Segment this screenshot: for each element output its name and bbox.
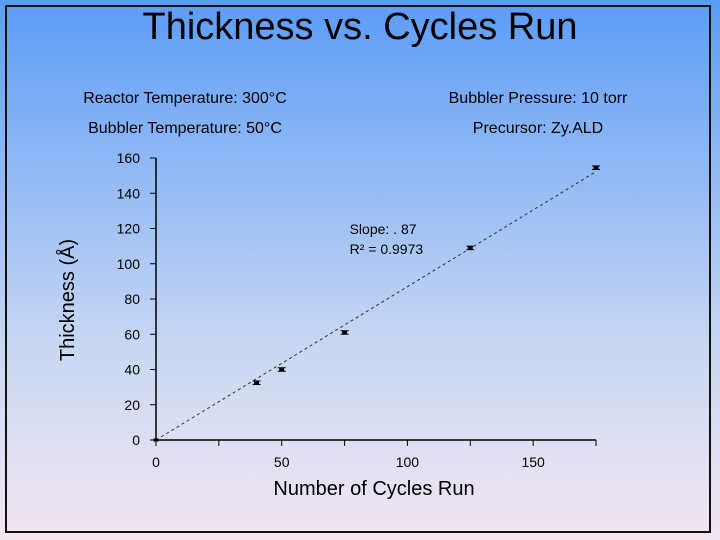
bubbler-temperature: Bubbler Temperature: 50°C [88,120,282,137]
slide-title: Thickness vs. Cycles Run [142,6,578,48]
chart-ticks: 0 20 40 60 80 100 120 140 160 0 50 100 150 [117,150,597,470]
x-tick-label: 150 [521,454,545,470]
bubbler-info: Bubbler Pressure: 10 torr Precursor: Zy.… [418,84,658,144]
y-tick-label: 140 [117,185,141,201]
reactor-info: Reactor Temperature: 300°C Bubbler Tempe… [60,84,310,144]
point-marker [279,368,285,371]
x-tick-label: 50 [274,454,290,470]
r-squared-annotation: R² = 0.9973 [350,241,424,257]
slope-annotation: Slope: . 87 [350,221,417,237]
chart-labels: Slope: . 87 R² = 0.9973 Number of Cycles R… [56,221,475,500]
data-point [340,330,349,335]
point-marker [593,166,599,170]
data-point [153,438,159,442]
trendline [155,171,597,441]
point-marker [153,438,159,442]
data-point [592,165,600,170]
reactor-temperature: Reactor Temperature: 300°C [83,90,287,107]
y-tick-label: 0 [132,432,140,448]
trendline-group [155,171,597,441]
x-tick-label: 0 [152,454,160,470]
chart-axes [155,158,596,441]
y-tick-label: 160 [117,150,141,166]
x-tick-label: 100 [396,454,420,470]
y-tick-label: 40 [124,362,140,378]
x-axis-title: Number of Cycles Run [273,478,474,500]
point-marker [467,246,473,250]
y-tick-label: 60 [124,326,140,342]
y-axis-title: Thickness (Å) [56,239,79,361]
precursor: Precursor: Zy.ALD [472,120,604,137]
data-point [466,245,475,251]
point-marker [342,330,348,334]
y-tick-label: 20 [124,397,140,413]
data-point [277,367,286,372]
point-marker [254,381,260,385]
data-points [153,165,600,442]
y-tick-label: 100 [117,256,141,272]
y-tick-label: 80 [124,291,140,307]
y-tick-label: 120 [117,221,141,237]
data-point [252,380,261,385]
slide-frame [5,5,711,533]
bubbler-pressure: Bubbler Pressure: 10 torr [448,90,628,107]
